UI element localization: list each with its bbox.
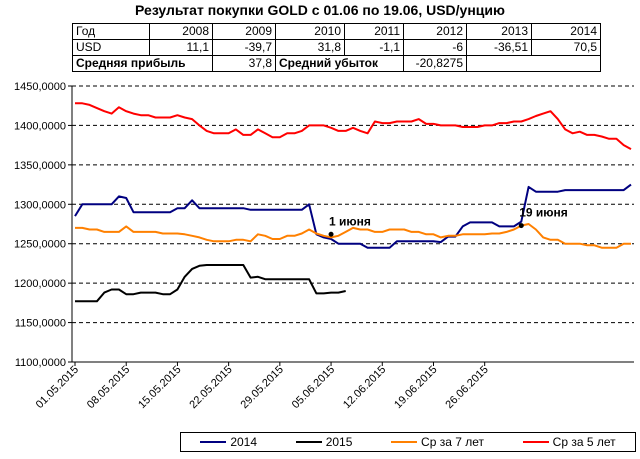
results-table: Год 2008 2009 2010 2011 2012 2013 2014 U… — [72, 23, 601, 72]
x-tick-label: 26.06.2015 — [443, 364, 490, 411]
y-tick-label: 1250,0000 — [14, 239, 66, 251]
x-tick-label: 22.05.2015 — [187, 364, 234, 411]
legend-swatch-2014 — [200, 441, 227, 443]
legend-label: 2014 — [230, 435, 258, 449]
legend: 2014 2015 Ср за 7 лет Ср за 5 лет — [180, 432, 636, 452]
x-tick-label: 12.06.2015 — [341, 364, 388, 411]
legend-label: 2015 — [325, 435, 353, 449]
series-line-3 — [75, 102, 632, 150]
legend-label: Ср за 5 лет — [552, 435, 616, 449]
avg-loss-value: -20,8275 — [403, 55, 467, 72]
x-tick-label: 08.05.2015 — [85, 364, 132, 411]
x-tick-label: 19.06.2015 — [392, 364, 439, 411]
chart-title: Результат покупки GOLD с 01.06 по 19.06,… — [135, 2, 505, 18]
legend-label: Ср за 7 лет — [421, 435, 485, 449]
legend-swatch-2015 — [295, 441, 322, 443]
year-cell: 2014 — [531, 23, 601, 40]
y-tick-label: 1200,0000 — [14, 278, 66, 290]
y-tick-label: 1350,0000 — [14, 160, 66, 172]
annotation-marker — [518, 223, 524, 229]
annotation-label: 1 июня — [329, 214, 371, 228]
year-cell: 2012 — [403, 23, 467, 40]
legend-item-2014: 2014 — [200, 435, 257, 449]
x-tick-label: 01.05.2015 — [34, 364, 81, 411]
annotation-marker — [328, 231, 334, 237]
legend-item-avg5: Ср за 5 лет — [522, 435, 616, 449]
annotation-label: 19 июня — [519, 206, 568, 220]
y-tick-label: 1300,0000 — [14, 199, 66, 211]
legend-swatch-avg5 — [522, 441, 549, 443]
series-line-1 — [75, 264, 346, 303]
series-line-2 — [75, 223, 631, 249]
x-tick-label: 15.05.2015 — [136, 364, 183, 411]
legend-item-avg7: Ср за 7 лет — [391, 435, 484, 449]
avg-profit-value: 37,8 — [212, 55, 276, 72]
legend-item-2015: 2015 — [295, 435, 353, 449]
table-summary-row: Средняя прибыль 37,8 Средний убыток -20,… — [72, 55, 601, 72]
x-tick-label: 29.05.2015 — [239, 364, 286, 411]
y-tick-label: 1400,0000 — [14, 120, 66, 132]
y-tick-label: 1150,0000 — [15, 318, 66, 330]
table-value-row: USD 11,1 -39,7 31,8 -1,1 -6 -36,51 70,5 — [72, 39, 601, 56]
avg-loss-label: Средний убыток — [275, 55, 404, 72]
plot-area — [72, 86, 634, 362]
value-cell: -36,51 — [466, 39, 532, 56]
avg-profit-label: Средняя прибыль — [72, 55, 213, 72]
series-line-0 — [74, 183, 632, 249]
x-tick-label: 05.06.2015 — [290, 364, 337, 411]
empty-cell — [466, 55, 601, 72]
y-tick-label: 1450,0000 — [14, 81, 66, 93]
table-header-row: Год 2008 2009 2010 2011 2012 2013 2014 — [72, 23, 601, 40]
y-tick-label: 1100,0000 — [15, 357, 66, 369]
year-cell: 2008 — [149, 23, 213, 40]
legend-swatch-avg7 — [391, 441, 418, 443]
